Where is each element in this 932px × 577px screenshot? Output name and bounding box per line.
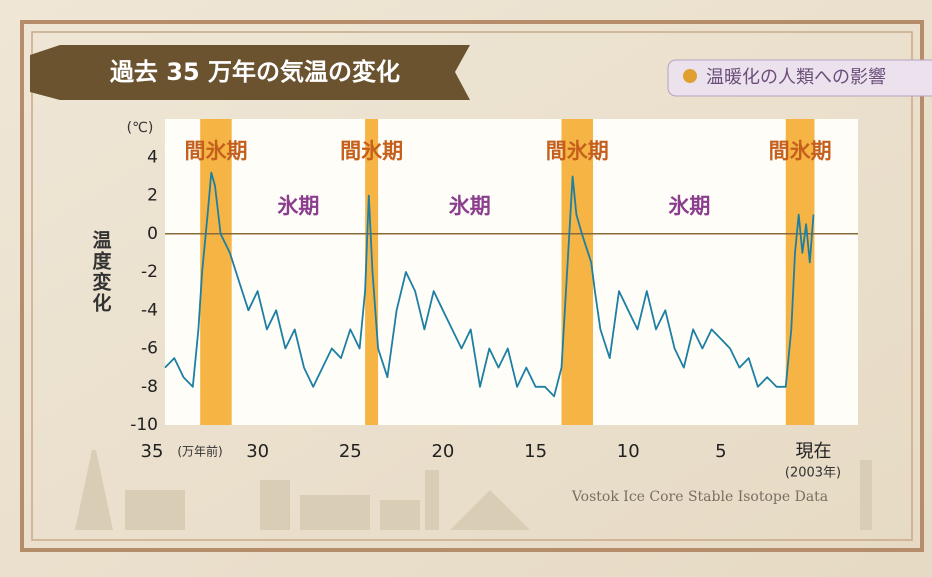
frame bbox=[20, 20, 924, 552]
glacial-label: 氷期 bbox=[449, 194, 491, 218]
y-tick-label: -4 bbox=[141, 300, 158, 320]
present-note: (2003年) bbox=[785, 466, 841, 481]
interglacial-band bbox=[785, 119, 815, 425]
frame-inner bbox=[31, 31, 913, 541]
y-tick-label: 2 bbox=[147, 186, 158, 206]
landmarks bbox=[75, 450, 872, 530]
interglacial-label: 間氷期 bbox=[340, 139, 403, 163]
glacial-label: 氷期 bbox=[668, 194, 710, 218]
interglacial-label: 間氷期 bbox=[769, 139, 832, 163]
topic-tag[interactable] bbox=[667, 59, 932, 97]
x-unit-note: (万年前) bbox=[177, 444, 222, 459]
y-tick-label: -6 bbox=[141, 339, 158, 359]
y-tick-label: -8 bbox=[141, 377, 158, 397]
y-tick-label: 4 bbox=[147, 147, 158, 167]
y-tick-label: 0 bbox=[147, 224, 158, 244]
x-tick-label: 20 bbox=[431, 441, 454, 462]
interglacial-band bbox=[200, 119, 232, 425]
x-tick-label: 5 bbox=[715, 441, 726, 462]
plot-area bbox=[165, 119, 858, 425]
pin-icon bbox=[683, 69, 697, 83]
y-tick-label: -2 bbox=[141, 262, 158, 282]
x-tick-label: 15 bbox=[524, 441, 547, 462]
title: 過去 35 万年の気温の変化 bbox=[110, 58, 400, 86]
topic-tag-text: 温暖化の人類への影響 bbox=[706, 67, 886, 88]
y-tick-label: -10 bbox=[130, 415, 158, 435]
source: Vostok Ice Core Stable Isotope Data bbox=[571, 489, 828, 505]
temperature-line bbox=[164, 171, 815, 398]
y-axis-label: 温度変化 bbox=[90, 230, 112, 314]
x-tick-label: 25 bbox=[339, 441, 362, 462]
x-tick-label: 30 bbox=[246, 441, 269, 462]
x-tick-label: 現在 bbox=[796, 441, 832, 462]
glacial-label: 氷期 bbox=[277, 194, 319, 218]
x-tick-label: 35 bbox=[141, 441, 164, 462]
y-unit: (℃) bbox=[127, 120, 154, 136]
x-tick-label: 10 bbox=[617, 441, 640, 462]
interglacial-label: 間氷期 bbox=[546, 139, 609, 163]
interglacial-label: 間氷期 bbox=[184, 139, 247, 163]
title-ribbon bbox=[30, 45, 470, 100]
